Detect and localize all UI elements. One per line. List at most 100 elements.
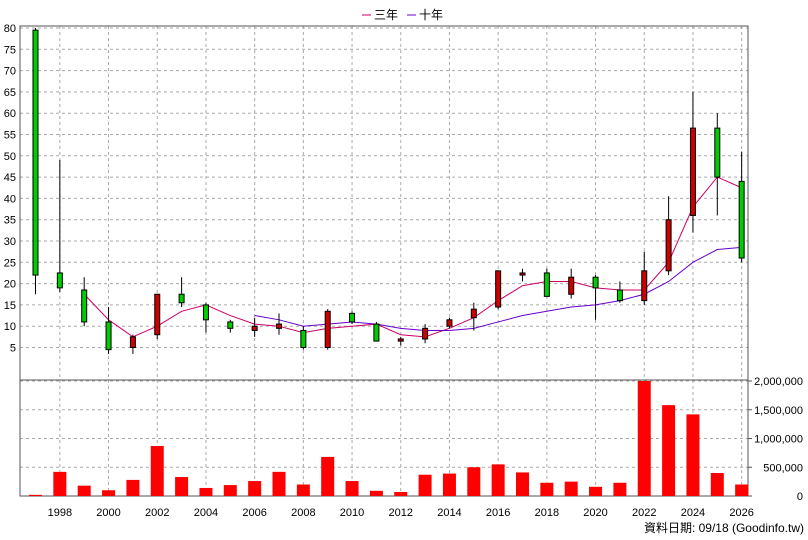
volume-bar-2001 xyxy=(126,479,140,496)
volume-bar-1999 xyxy=(77,485,91,496)
x-tick-label-2022: 2022 xyxy=(632,507,656,519)
candle-body-2024 xyxy=(689,127,696,216)
moving-average-lines xyxy=(83,176,742,338)
x-tick-label-2000: 2000 xyxy=(96,507,120,519)
x-tick-label-2026: 2026 xyxy=(729,507,753,519)
candle-2001 xyxy=(129,334,136,354)
price-tick-label-10: 10 xyxy=(4,321,16,333)
candle-2022 xyxy=(641,251,648,305)
volume-bar-2006 xyxy=(248,481,262,496)
volume-bar-2019 xyxy=(564,481,578,496)
volume-bar-2017 xyxy=(516,472,529,496)
x-tick-label-1998: 1998 xyxy=(48,507,72,519)
x-tick-label-2014: 2014 xyxy=(437,507,461,519)
volume-bar-2020 xyxy=(589,486,603,496)
price-tick-label-55: 55 xyxy=(4,130,16,142)
ma3-line xyxy=(83,176,742,338)
candle-body-2016 xyxy=(495,270,502,308)
candle-body-2000 xyxy=(105,321,112,351)
x-tick-label-2024: 2024 xyxy=(681,507,705,519)
x-tick-label-2020: 2020 xyxy=(583,507,607,519)
candle-body-2013 xyxy=(422,327,429,340)
candle-2003 xyxy=(178,277,185,308)
candle-2011 xyxy=(373,321,380,342)
candle-body-1998 xyxy=(56,272,63,289)
candle-body-2001 xyxy=(129,336,136,349)
x-tick-label-2016: 2016 xyxy=(486,507,510,519)
candle-body-2020 xyxy=(592,276,599,289)
candle-body-2012 xyxy=(397,338,404,342)
candle-body-2022 xyxy=(641,270,648,302)
ma10-line xyxy=(254,246,742,331)
price-tick-label-30: 30 xyxy=(4,236,16,248)
candle-2005 xyxy=(227,319,234,333)
price-tick-label-80: 80 xyxy=(4,23,16,35)
candle-body-2021 xyxy=(616,289,623,302)
legend-label-ma3: 三年 xyxy=(374,8,398,22)
candles xyxy=(32,28,745,354)
candle-body-2018 xyxy=(543,272,550,297)
x-tick-label-2006: 2006 xyxy=(242,507,266,519)
candle-1997 xyxy=(32,28,39,295)
candle-2026 xyxy=(738,151,745,263)
plot-border xyxy=(19,25,749,497)
volume-bar-1997 xyxy=(29,494,42,496)
grid xyxy=(20,26,748,496)
candle-1998 xyxy=(56,160,63,293)
volume-bar-2012 xyxy=(394,491,408,496)
candle-2019 xyxy=(568,268,575,299)
price-tick-label-25: 25 xyxy=(4,257,16,269)
volume-bar-2016 xyxy=(491,464,505,496)
candle-body-2007 xyxy=(276,323,282,329)
legend: 三年 十年 xyxy=(362,8,443,22)
price-tick-label-35: 35 xyxy=(4,215,16,227)
volume-bar-2014 xyxy=(442,473,456,496)
volume-bar-2010 xyxy=(345,481,359,496)
price-axis: 5 10 15 20 25 30 35 40 45 50 55 60 65 70 75 80 xyxy=(4,23,16,355)
volume-tick-label-1500000: 1,500,000 xyxy=(754,405,803,417)
x-tick-label-2018: 2018 xyxy=(535,507,559,519)
candle-body-2006 xyxy=(251,325,258,331)
candle-body-2019 xyxy=(568,276,575,295)
volume-bar-2022 xyxy=(637,381,651,496)
candle-body-2010 xyxy=(349,312,356,323)
candle-body-2003 xyxy=(178,293,185,304)
price-tick-label-20: 20 xyxy=(4,279,16,291)
volume-bar-2025 xyxy=(710,473,724,496)
x-tick-label-2010: 2010 xyxy=(340,507,364,519)
candle-body-2014 xyxy=(446,319,453,327)
candle-1999 xyxy=(81,277,88,327)
candle-2008 xyxy=(300,326,307,350)
candle-2015 xyxy=(470,302,477,331)
volume-tick-label-1000000: 1,000,000 xyxy=(754,434,803,446)
candle-2004 xyxy=(202,302,209,333)
legend-label-ma10: 十年 xyxy=(419,8,443,22)
volume-bar-2009 xyxy=(321,456,335,496)
candle-2023 xyxy=(665,196,672,276)
price-tick-label-70: 70 xyxy=(4,66,16,78)
source-label: 資料日期: 09/18 (Goodinfo.tw) xyxy=(644,521,804,535)
volume-bar-2005 xyxy=(223,485,237,496)
candle-body-2025 xyxy=(714,127,721,178)
candle-2012 xyxy=(397,336,404,346)
volume-tick-label-0: 0 xyxy=(797,491,803,503)
price-tick-label-40: 40 xyxy=(4,193,16,205)
volume-bars xyxy=(29,381,749,496)
candle-2017 xyxy=(519,268,526,282)
candle-body-2017 xyxy=(519,272,526,276)
plot-frame xyxy=(19,25,749,497)
candle-2016 xyxy=(495,270,502,310)
candle-2020 xyxy=(592,275,599,320)
candle-2002 xyxy=(154,293,161,339)
x-tick-label-2004: 2004 xyxy=(194,507,218,519)
volume-bar-2026 xyxy=(735,484,749,496)
candle-body-2023 xyxy=(665,219,672,272)
volume-bar-2013 xyxy=(418,474,432,496)
candle-2025 xyxy=(714,113,721,216)
candle-body-2009 xyxy=(324,310,331,349)
volume-bar-2004 xyxy=(199,487,213,496)
price-tick-label-65: 65 xyxy=(4,87,16,99)
volume-tick-label-2000000: 2,000,000 xyxy=(754,376,803,388)
candle-body-1997 xyxy=(32,29,39,276)
volume-axis: 0 500,000 1,000,000 1,500,000 2,000,000 xyxy=(748,376,803,503)
